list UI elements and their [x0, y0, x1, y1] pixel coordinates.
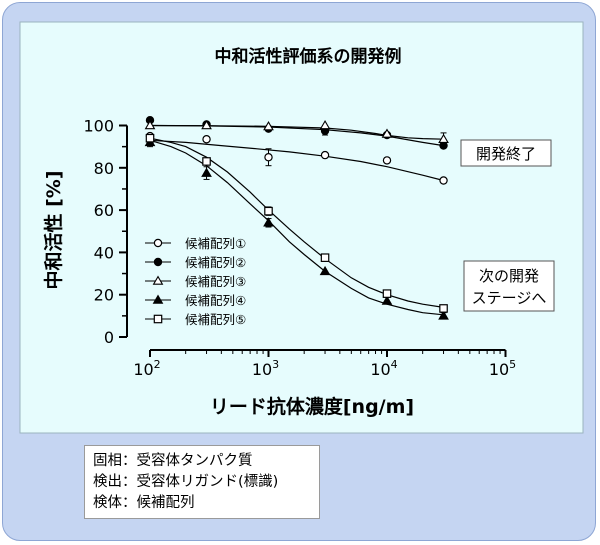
chart-panel	[19, 21, 584, 434]
series-fit-line	[149, 137, 444, 308]
data-point	[319, 265, 331, 276]
series-fit-line	[149, 124, 444, 140]
series-group-4	[144, 136, 449, 320]
data-point	[202, 157, 211, 166]
data-point	[381, 128, 393, 138]
y-tick-label: 40	[94, 243, 114, 262]
data-point	[320, 150, 330, 160]
series-fit-line	[149, 139, 444, 182]
data-point	[201, 167, 212, 177]
annotation-next-frame	[463, 260, 555, 312]
annotation-next-box: 次の開発 ステージへ	[463, 260, 555, 312]
legend-entry-3: 候補配列③	[145, 274, 246, 289]
x-axis-label: リード抗体濃度[ng/m]	[210, 395, 414, 418]
y-tick-label: 60	[94, 201, 114, 220]
data-point	[144, 120, 156, 130]
series-fit-line	[149, 139, 444, 316]
series-layer	[144, 116, 449, 320]
data-point	[382, 156, 392, 165]
data-point	[264, 206, 273, 216]
annotation-next-line-2: ステージへ	[472, 289, 547, 307]
data-point	[438, 133, 449, 143]
legend-entry-4: 候補配列④	[145, 293, 246, 308]
series-group-3	[144, 120, 449, 147]
data-point	[382, 289, 392, 298]
data-point	[145, 133, 155, 143]
annotation-end-box: 開発終了	[460, 139, 552, 167]
assay-note-specimen: 検体：候補配列	[93, 495, 195, 511]
data-point	[438, 310, 449, 320]
assay-conditions-box: 固相：受容体タンパク質 検出：受容体リガンド(標識) 検体：候補配列	[84, 445, 320, 519]
annotation-next-line-1: 次の開発	[479, 267, 539, 285]
legend-label: 候補配列①	[185, 236, 246, 251]
data-point	[319, 120, 331, 130]
annotation-end-text: 開発終了	[476, 145, 536, 163]
legend-marker	[152, 275, 164, 285]
legend-marker	[153, 257, 163, 267]
legend: 候補配列① 候補配列② 候補配列③ 候補配列④ 候補配列⑤	[145, 236, 246, 327]
data-point	[263, 217, 274, 227]
legend-entry-2: 候補配列②	[145, 255, 246, 270]
series-group-5	[145, 133, 448, 313]
legend-label: 候補配列④	[185, 293, 246, 308]
legend-label: 候補配列⑤	[185, 312, 246, 327]
assay-note-detection: 検出：受容体リガンド(標識)	[93, 474, 279, 490]
data-point	[381, 295, 393, 305]
legend-label: 候補配列③	[185, 274, 246, 289]
legend-marker	[153, 314, 163, 324]
chart-title: 中和活性評価系の開発例	[215, 46, 402, 67]
y-tick-label: 100	[83, 117, 114, 136]
y-tick-label: 80	[94, 159, 114, 178]
y-tick-label: 0	[104, 328, 114, 347]
legend-entry-5: 候補配列⑤	[145, 312, 246, 327]
data-point	[439, 304, 448, 313]
annotation-end-frame	[460, 139, 552, 167]
data-point	[263, 121, 274, 131]
data-point	[439, 176, 448, 185]
data-point	[264, 153, 273, 162]
data-point	[320, 253, 330, 262]
legend-entry-1: 候補配列①	[145, 236, 246, 251]
data-point	[201, 120, 212, 130]
y-axis-label: 中和活性 [%]	[42, 170, 65, 289]
data-point	[202, 135, 211, 144]
legend-marker	[153, 238, 163, 248]
legend-label: 候補配列②	[185, 255, 246, 270]
y-tick-label: 20	[94, 286, 114, 305]
assay-note-solid-phase: 固相：受容体タンパク質	[93, 453, 253, 469]
legend-marker	[152, 294, 164, 304]
